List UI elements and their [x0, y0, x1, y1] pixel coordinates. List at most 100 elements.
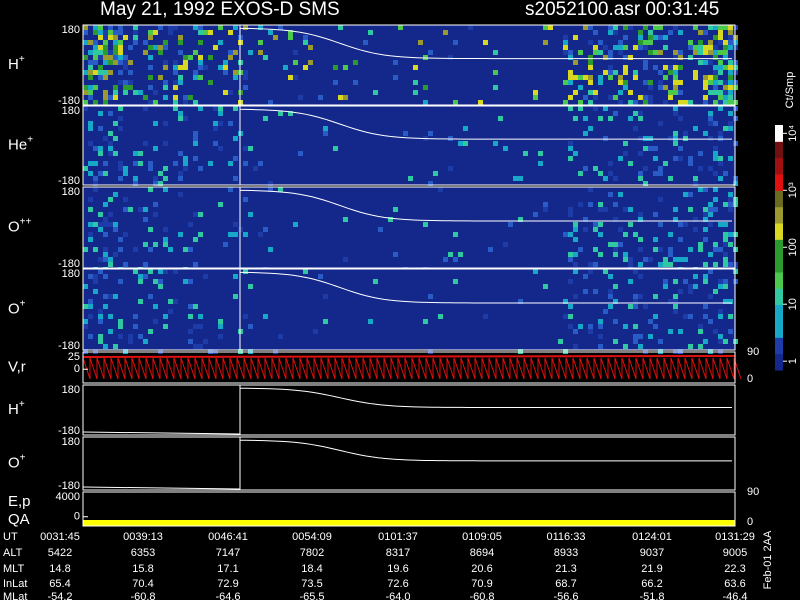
table-cell: 19.6 [387, 563, 408, 575]
spectrogram-cell [108, 222, 113, 227]
spectrogram-cell [143, 40, 148, 45]
spectrogram-cell [588, 90, 593, 95]
spectrogram-cell [128, 85, 133, 90]
spectrogram-cell [463, 141, 468, 146]
spectrogram-cell [218, 146, 223, 151]
spectrogram-cell [688, 45, 693, 50]
colorbar-segment [775, 255, 783, 273]
spectrogram-cell [623, 324, 628, 329]
spectrogram-cell [653, 35, 658, 40]
spectrogram-cell [573, 35, 578, 40]
spectrogram-cell [103, 257, 108, 262]
panel: H+180-180 [8, 384, 736, 437]
spectrogram-cell [673, 25, 678, 30]
spectrogram-cell [178, 111, 183, 116]
spectrogram-cell [108, 329, 113, 334]
spectrogram-cell [83, 284, 88, 289]
spectrogram-cell [278, 25, 283, 30]
panel-label-sup: + [20, 298, 26, 309]
spectrogram-cell [718, 156, 723, 161]
spectrogram-cell [708, 319, 713, 324]
table-cell: 70.4 [132, 578, 153, 590]
spectrogram-cell [663, 100, 668, 105]
spectrogram-cell [108, 314, 113, 319]
spectrogram-cell [173, 65, 178, 70]
spectrogram-cell [713, 262, 718, 267]
spectrogram-cell [673, 304, 678, 309]
spectrogram-cell [233, 25, 238, 30]
spectrogram-cell [88, 121, 93, 126]
spectrogram-cell [203, 274, 208, 279]
spectrogram-cell [678, 90, 683, 95]
spectrogram-cell [668, 176, 673, 181]
spectrogram-cell [98, 269, 103, 274]
spectrogram-cell [213, 121, 218, 126]
spectrogram-cell [103, 217, 108, 222]
spectrogram-cell [698, 324, 703, 329]
spectrogram-cell [83, 100, 88, 105]
spectrogram-cell [728, 242, 733, 247]
spectrogram-cell [198, 55, 203, 60]
spectrogram-cell [668, 65, 673, 70]
spectrogram-cell [248, 212, 253, 217]
spectrogram-cell [683, 314, 688, 319]
spectrogram-cell [148, 294, 153, 299]
spectrogram-cell [143, 95, 148, 100]
spectrogram-cell [643, 100, 648, 105]
spectrogram-cell [218, 40, 223, 45]
spectrogram-cell [93, 222, 98, 227]
spectrogram-cell [218, 319, 223, 324]
spectrogram-cell [163, 121, 168, 126]
spectrogram-cell [218, 324, 223, 329]
y-tick-label: -180 [58, 175, 80, 187]
table-cell: 9037 [640, 547, 664, 559]
spectrogram-cell [248, 50, 253, 55]
spectrogram-cell [98, 222, 103, 227]
spectrogram-cell [628, 222, 633, 227]
spectrogram-cell [613, 30, 618, 35]
spectrogram-cell [613, 284, 618, 289]
spectrogram-cell [663, 65, 668, 70]
spectrogram-cell [198, 106, 203, 111]
table-cell: 68.7 [555, 578, 576, 590]
spectrogram-cell [588, 25, 593, 30]
spectrogram-cell [693, 75, 698, 80]
spectrogram-cell [708, 80, 713, 85]
table-cell: -56.6 [553, 591, 578, 600]
spectrogram-cell [633, 294, 638, 299]
spectrogram-cell [108, 146, 113, 151]
spectrogram-cell [163, 65, 168, 70]
spectrogram-cell [698, 151, 703, 156]
spectrogram-cell [718, 222, 723, 227]
spectrogram-cell [688, 100, 693, 105]
colorbar-segment [775, 141, 783, 159]
spectrogram-cell [293, 60, 298, 65]
spectrogram-cell [223, 90, 228, 95]
spectrogram-cell [693, 25, 698, 30]
y2-tick-label: 0 [747, 373, 753, 385]
spectrogram-cell [183, 156, 188, 161]
spectrogram-cell [573, 151, 578, 156]
spectrogram-cell [723, 45, 728, 50]
spectrogram-cell [673, 279, 678, 284]
spectrogram-cell [108, 141, 113, 146]
spectrogram-cell [83, 304, 88, 309]
spectrogram-cell [128, 80, 133, 85]
panel-label-text: V,r [8, 358, 26, 375]
spectrogram-cell [533, 95, 538, 100]
spectrogram-cell [638, 136, 643, 141]
spectrogram-cell [598, 324, 603, 329]
spectrogram-cell [728, 100, 733, 105]
spectrogram-cell [678, 222, 683, 227]
table-cell: 8933 [554, 547, 578, 559]
chart-subtitle: s2052100.asr 00:31:45 [525, 0, 719, 20]
spectrogram-cell [118, 161, 123, 166]
table-cell: -51.8 [639, 591, 664, 600]
panel-label: QA [8, 511, 30, 528]
y-tick-label: -180 [58, 340, 80, 352]
spectrogram-cell [118, 60, 123, 65]
spectrogram-cell [198, 324, 203, 329]
spectrogram-cell [718, 40, 723, 45]
spectrogram-cell [83, 55, 88, 60]
